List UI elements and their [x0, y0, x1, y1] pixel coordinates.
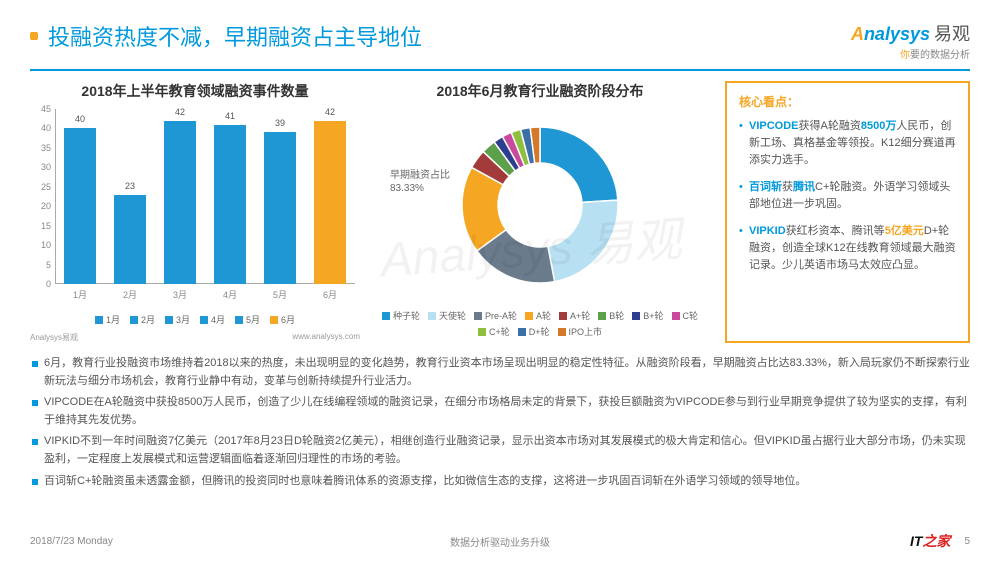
bullet-item: 百词斩C+轮融资虽未透露金额，但腾讯的投资同时也意味着腾讯体系的资源支撑，比如微… — [30, 473, 970, 491]
highlight-item: VIPKID获红杉资本、腾讯等5亿美元D+轮融资，创造全球K12在线教育领域最大… — [739, 223, 956, 274]
pie-chart-panel: 2018年6月教育行业融资阶段分布 早期融资占比 83.33% 种子轮天使轮Pr… — [380, 81, 700, 343]
bar-chart-title: 2018年上半年教育领域融资事件数量 — [30, 81, 360, 101]
bullet-item: 6月，教育行业投融资市场维持着2018以来的热度，未出现明显的变化趋势，教育行业… — [30, 355, 970, 390]
footer: 2018/7/23 Monday 数据分析驱动业务升级 IT之家 5 — [30, 531, 970, 551]
header: 投融资热度不减，早期融资占主导地位 Analysys易观 你要的数据分析 — [30, 20, 970, 71]
page-title: 投融资热度不减，早期融资占主导地位 — [48, 20, 422, 52]
analysys-logo: Analysys易观 你要的数据分析 — [851, 20, 970, 61]
bullet-item: VIPCODE在A轮融资中获投8500万人民币，创造了少儿在线编程领域的融资记录… — [30, 394, 970, 429]
pie-chart-title: 2018年6月教育行业融资阶段分布 — [380, 81, 700, 101]
highlights-box: 核心看点： VIPCODE获得A轮融资8500万人民币，创新工场、真格基金等领投… — [725, 81, 970, 343]
highlight-item: VIPCODE获得A轮融资8500万人民币，创新工场、真格基金等领投。K12细分… — [739, 118, 956, 169]
footer-center: 数据分析驱动业务升级 — [450, 534, 550, 549]
page-number: 5 — [964, 536, 970, 547]
pie-annotation: 早期融资占比 83.33% — [390, 169, 450, 195]
pie-legend: 种子轮天使轮Pre-A轮A轮A+轮B轮B+轮C轮C+轮D+轮IPO上市 — [380, 309, 700, 338]
title-bullet — [30, 32, 38, 40]
highlights-title: 核心看点： — [739, 93, 956, 110]
source-left: Analysys易观 — [30, 332, 78, 343]
footer-date: 2018/7/23 Monday — [30, 536, 113, 547]
bar-legend: 1月2月3月4月5月6月 — [30, 313, 360, 326]
ithome-logo: IT之家 — [910, 531, 950, 551]
bar-chart-panel: 2018年上半年教育领域融资事件数量 051015202530354045401… — [30, 81, 360, 343]
analysis-bullets: 6月，教育行业投融资市场维持着2018以来的热度，未出现明显的变化趋势，教育行业… — [30, 355, 970, 490]
bullet-item: VIPKID不到一年时间融资7亿美元（2017年8月23日D轮融资2亿美元），相… — [30, 433, 970, 468]
source-right: www.analysys.com — [292, 332, 360, 343]
donut-chart — [455, 120, 625, 290]
highlight-item: 百词斩获腾讯C+轮融资。外语学习领域头部地位进一步巩固。 — [739, 179, 956, 213]
